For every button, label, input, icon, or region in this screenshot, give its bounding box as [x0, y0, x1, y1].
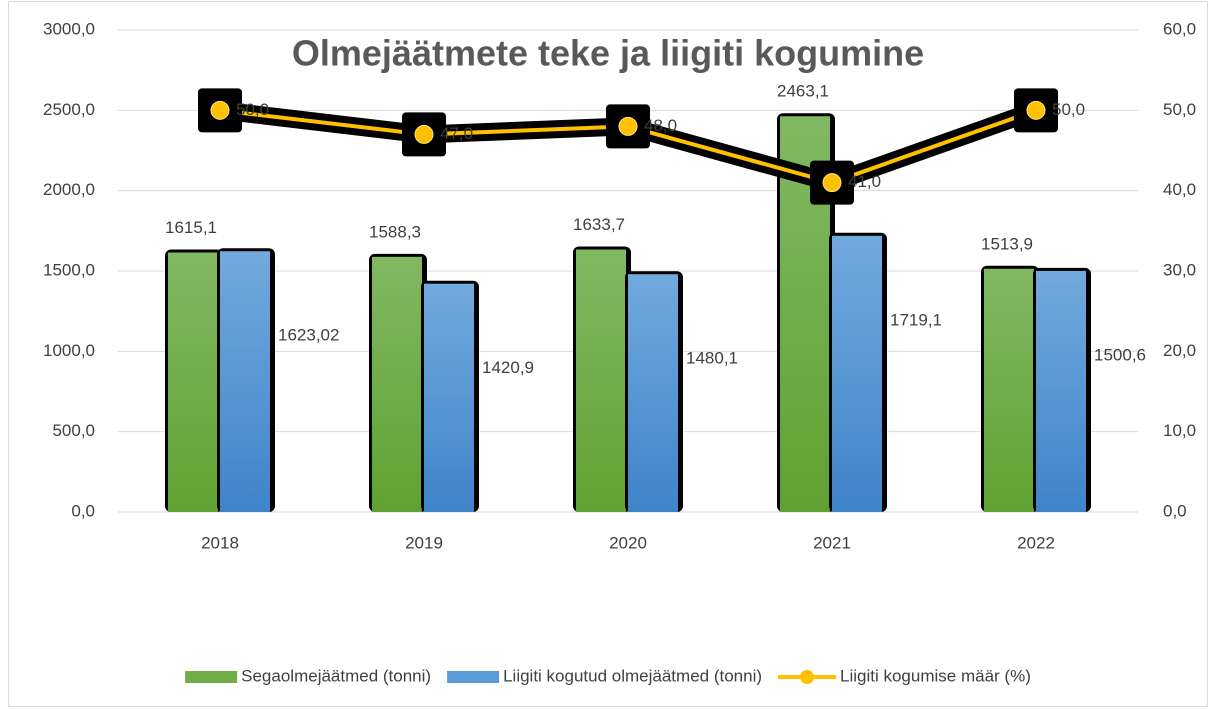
bars	[165, 113, 1091, 513]
data-label: 1480,1	[686, 349, 738, 368]
y2-tick-label: 0,0	[1163, 501, 1187, 520]
data-label: 1500,6	[1094, 345, 1146, 364]
labels: 0,0 500,0 1000,0 1500,0 2000,0 2500,0 3000,0 0,…	[43, 19, 1196, 552]
data-label: 1615,1	[165, 218, 217, 237]
legend-label: Segaolmejäätmed (tonni)	[241, 666, 431, 685]
legend-item: Segaolmejäätmed (tonni)	[185, 666, 431, 685]
line-marker	[414, 124, 434, 144]
line-marker	[210, 100, 230, 120]
data-label: 1633,7	[573, 215, 625, 234]
y-tick-label: 1000,0	[43, 341, 95, 360]
y-tick-label: 0,0	[71, 501, 95, 520]
y-tick-label: 1500,0	[43, 260, 95, 279]
data-label: 1719,1	[890, 310, 942, 329]
y2-tick-label: 50,0	[1163, 100, 1196, 119]
line-marker	[1026, 100, 1046, 120]
lines	[198, 88, 1058, 205]
data-label: 1588,3	[369, 222, 421, 241]
legend-label: Liigiti kogutud olmejäätmed (tonni)	[503, 666, 762, 685]
data-label: 50,0	[236, 100, 269, 119]
bar	[576, 249, 626, 512]
data-label: 47,0	[440, 124, 473, 143]
line-marker	[618, 116, 638, 136]
legend-swatch	[800, 670, 815, 684]
x-tick-label: 2022	[1017, 533, 1055, 552]
bar	[984, 268, 1034, 512]
data-label: 1420,9	[482, 358, 534, 377]
bar	[424, 283, 474, 512]
line-marker	[822, 173, 842, 193]
y-tick-label: 500,0	[52, 421, 95, 440]
legend: Segaolmejäätmed (tonni) Liigiti kogutud o…	[185, 666, 1031, 685]
y2-tick-label: 10,0	[1163, 421, 1196, 440]
data-label: 2463,1	[777, 82, 829, 101]
y2-tick-label: 60,0	[1163, 19, 1196, 38]
y2-tick-label: 20,0	[1163, 341, 1196, 360]
legend-swatch	[447, 671, 500, 683]
y-tick-label: 3000,0	[43, 19, 95, 38]
data-label: 48,0	[644, 116, 677, 135]
x-tick-label: 2019	[405, 533, 443, 552]
bar	[372, 256, 422, 512]
legend-item: Liigiti kogutud olmejäätmed (tonni)	[447, 666, 762, 685]
bar	[1036, 270, 1086, 512]
legend-label: Liigiti kogumise määr (%)	[840, 666, 1031, 685]
bar	[168, 252, 218, 512]
y-tick-label: 2500,0	[43, 100, 95, 119]
y2-tick-label: 40,0	[1163, 180, 1196, 199]
y2-tick-label: 30,0	[1163, 260, 1196, 279]
legend-swatch	[185, 671, 238, 683]
data-label: 1513,9	[981, 234, 1033, 253]
legend-item: Liigiti kogumise määr (%)	[778, 666, 1031, 685]
x-tick-label: 2020	[609, 533, 647, 552]
data-label: 1623,02	[278, 326, 339, 345]
data-label: 41,0	[848, 172, 881, 191]
y-tick-label: 2000,0	[43, 180, 95, 199]
x-tick-label: 2021	[813, 533, 851, 552]
chart-title: Olmejäätmete teke ja liigiti kogumine	[292, 33, 924, 74]
bar	[628, 274, 678, 512]
x-tick-label: 2018	[201, 533, 239, 552]
bar	[832, 235, 882, 513]
data-label: 50,0	[1052, 100, 1085, 119]
bar	[220, 251, 270, 512]
